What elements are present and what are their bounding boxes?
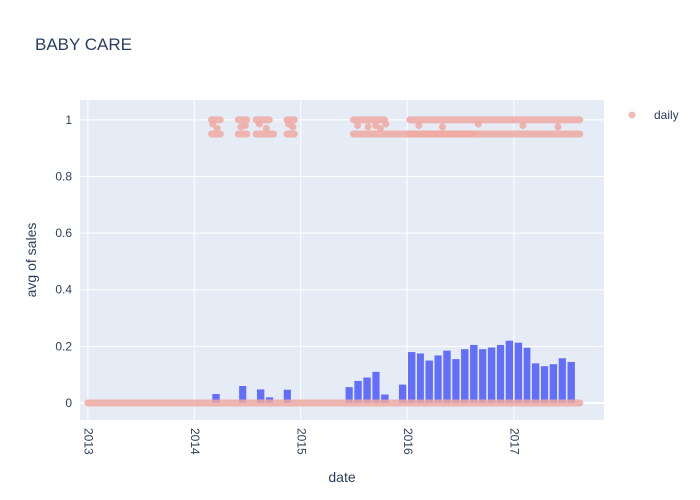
y-tick-label-3: 0.6 xyxy=(55,226,72,240)
scatter-point-16 xyxy=(519,121,527,129)
scatter-point-13 xyxy=(415,121,423,129)
bar-2016-09 xyxy=(479,349,487,404)
bar-2015-12 xyxy=(398,384,407,404)
scatter-point-15 xyxy=(474,120,482,128)
legend[interactable]: daily xyxy=(628,108,679,122)
x-tick-label-4: 2017 xyxy=(508,428,522,455)
y-tick-labels: 0 0.2 0.4 0.6 0.8 1 xyxy=(55,113,72,410)
bar-2017-05 xyxy=(549,364,558,404)
scatter-point-4 xyxy=(255,120,263,128)
scatter-point-5 xyxy=(262,124,270,132)
legend-marker-daily xyxy=(628,111,636,119)
bar-2017-04 xyxy=(540,366,549,404)
bar-2016-02 xyxy=(416,353,424,404)
scatter-band-095-0 xyxy=(208,130,224,138)
bar-2016-11 xyxy=(496,344,505,404)
scatter-point-9 xyxy=(364,123,372,131)
scatter-point-7 xyxy=(289,123,297,131)
scatter-band-zero-0 xyxy=(84,399,584,407)
bar-2014-08 xyxy=(256,389,265,404)
x-axis-title: date xyxy=(328,469,355,485)
bar-2015-08 xyxy=(363,377,371,404)
scatter-series xyxy=(84,116,584,407)
x-tick-label-3: 2016 xyxy=(401,428,415,455)
bar-2014-03 xyxy=(212,393,220,404)
y-tick-label-2: 0.4 xyxy=(55,283,72,297)
bar-2015-06 xyxy=(345,387,353,404)
bar-2015-07 xyxy=(354,380,362,404)
bar-2014-06 xyxy=(239,386,247,404)
scatter-point-1 xyxy=(213,124,221,132)
bar-2017-06 xyxy=(558,358,566,404)
bar-2016-10 xyxy=(487,347,496,404)
scatter-band-one-4 xyxy=(350,116,388,124)
bar-2016-08 xyxy=(470,344,478,404)
scatter-point-17 xyxy=(554,123,562,131)
x-tick-labels: 2013 2014 2015 2016 2017 xyxy=(82,428,522,455)
bar-2014-11 xyxy=(283,389,291,404)
grid-lines xyxy=(80,100,604,420)
x-tick-label-2: 2015 xyxy=(295,428,309,455)
bar-2016-07 xyxy=(461,349,469,404)
scatter-band-one-2 xyxy=(252,116,273,124)
bar-2017-07 xyxy=(567,361,575,404)
y-tick-label-1: 0.2 xyxy=(55,339,72,353)
scatter-band-one-1 xyxy=(234,116,251,124)
bar-2015-10 xyxy=(381,394,389,404)
y-axis-title: avg of sales xyxy=(23,223,39,298)
scatter-band-095-2 xyxy=(252,130,278,138)
scatter-point-12 xyxy=(382,120,390,128)
scatter-band-one-5 xyxy=(406,116,584,124)
bar-2016-12 xyxy=(505,340,514,404)
scatter-band-095-3 xyxy=(283,130,298,138)
y-tick-label-5: 1 xyxy=(65,113,72,127)
bar-2017-01 xyxy=(514,342,523,404)
bar-2016-05 xyxy=(443,350,451,404)
y-tick-label-4: 0.8 xyxy=(55,169,72,183)
bar-2017-03 xyxy=(531,363,540,404)
bar-2016-01 xyxy=(407,352,416,404)
bar-2016-06 xyxy=(452,359,460,404)
y-tick-label-0: 0 xyxy=(65,396,72,410)
bar-series xyxy=(212,340,575,404)
scatter-point-3 xyxy=(241,121,249,129)
chart-title: BABY CARE xyxy=(35,35,132,54)
scatter-point-0 xyxy=(209,120,217,128)
scatter-point-14 xyxy=(438,123,446,131)
x-tick-label-1: 2014 xyxy=(188,428,202,455)
x-tick-label-0: 2013 xyxy=(82,428,96,455)
scatter-point-8 xyxy=(354,121,362,129)
bar-2015-09 xyxy=(372,371,380,404)
scatter-point-11 xyxy=(376,124,384,132)
scatter-band-095-1 xyxy=(234,130,251,138)
bar-2017-02 xyxy=(523,347,531,404)
scatter-band-095-5 xyxy=(406,130,584,138)
legend-label-daily: daily xyxy=(654,108,679,122)
bar-2016-04 xyxy=(434,355,442,404)
bar-2016-03 xyxy=(425,360,433,404)
